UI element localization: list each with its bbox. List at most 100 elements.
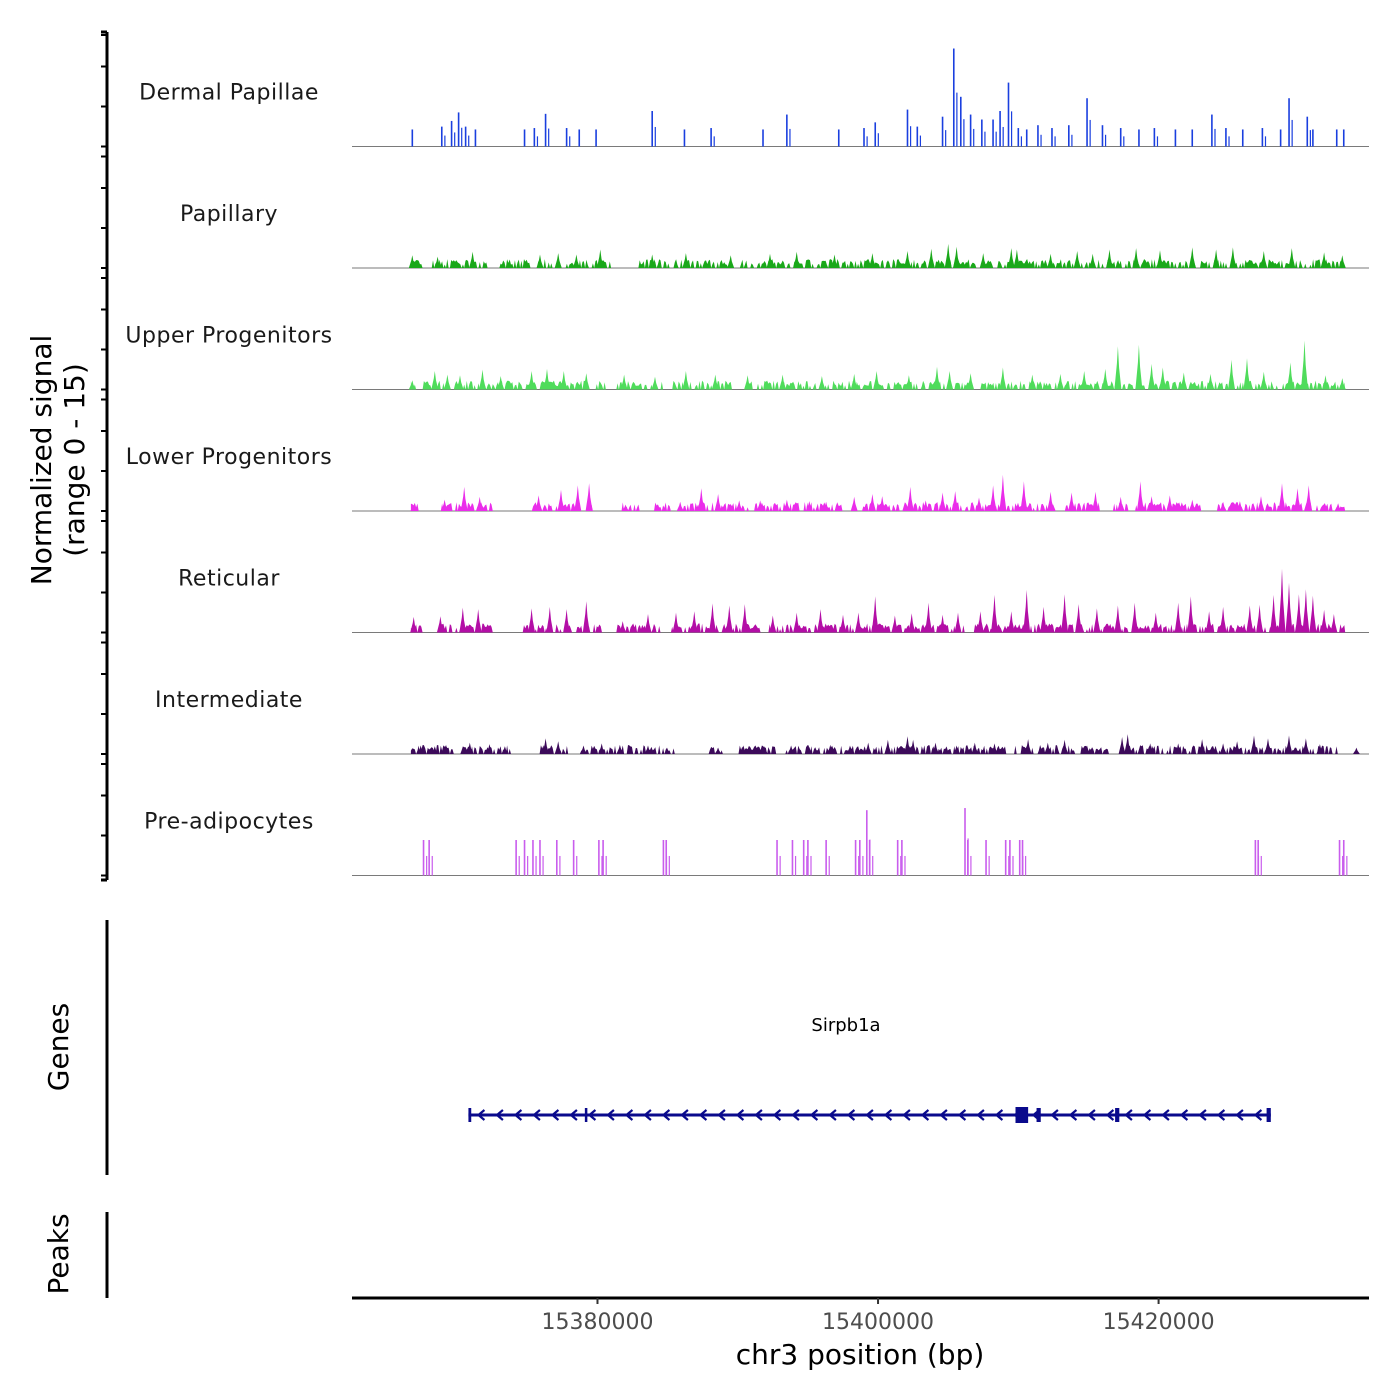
signal-peak: [713, 136, 715, 147]
signal-peak: [648, 254, 656, 268]
signal-peak: [436, 616, 444, 633]
signal-peak: [1080, 371, 1088, 390]
signal-peak: [535, 855, 537, 876]
strand-arrow: [1050, 1109, 1059, 1121]
signal-peak: [1250, 735, 1258, 754]
signal-peak: [572, 840, 575, 876]
signal-peak: [1148, 496, 1156, 511]
signal-peak: [560, 371, 568, 390]
signal-peak: [456, 375, 464, 390]
signal-peak: [457, 112, 460, 147]
strand-arrow: [513, 1109, 523, 1121]
signal-peak: [995, 131, 997, 147]
signal-peak: [474, 609, 482, 633]
signal-peak: [410, 504, 418, 511]
signal-peak: [1338, 378, 1346, 390]
signal-peak: [1040, 606, 1048, 633]
strand-arrow: [1161, 1109, 1170, 1121]
signal-peak: [601, 855, 603, 876]
strand-arrow: [809, 1109, 819, 1121]
signal-peak: [967, 840, 969, 876]
signal-peak: [1294, 488, 1301, 511]
signal-peak: [1008, 855, 1010, 876]
signal-peak: [1301, 340, 1308, 390]
signal-peak: [826, 744, 834, 754]
signal-peak: [981, 119, 983, 147]
signal-peak: [431, 855, 433, 876]
signal-peak: [1012, 855, 1014, 876]
signal-peak: [1101, 368, 1109, 390]
signal-peak: [1021, 840, 1024, 876]
signal-peak: [1352, 747, 1360, 754]
signal-peak: [1257, 840, 1259, 876]
track-reticular: Reticular: [178, 567, 1369, 633]
peaks-track-label: Peaks: [42, 1213, 75, 1294]
signal-peak: [1211, 114, 1213, 147]
signal-peak: [676, 501, 684, 511]
signal-peak: [417, 745, 425, 754]
signal-peak: [932, 742, 939, 754]
signal-peak: [1214, 128, 1216, 147]
signal-peak: [554, 253, 562, 268]
signal-peak: [1219, 743, 1227, 754]
track-pre-adipocytes: Pre-adipocytes: [144, 808, 1369, 876]
strand-arrow: [1179, 1109, 1189, 1121]
signal-peak: [582, 373, 590, 390]
signal-peak: [431, 746, 439, 754]
signal-peak: [878, 496, 886, 511]
signal-peak: [1131, 602, 1139, 633]
signal-peak: [440, 126, 443, 147]
exon: [1266, 1108, 1271, 1122]
signal-peak: [909, 739, 917, 754]
signal-peak: [709, 603, 716, 633]
signal-peak: [1025, 855, 1027, 876]
signal-peak: [644, 614, 652, 633]
signal-peak: [904, 855, 906, 876]
signal-peak: [1007, 611, 1015, 633]
signal-peak: [1291, 119, 1293, 147]
signal-peak: [953, 246, 961, 268]
signal-peak: [1338, 840, 1341, 876]
signal-peak: [466, 742, 474, 754]
signal-peak: [984, 131, 986, 147]
signal-peak: [807, 840, 809, 876]
signal-peak: [620, 374, 628, 390]
signal-peak: [469, 251, 477, 268]
signal-peak: [1260, 251, 1268, 268]
signal-peak: [1148, 363, 1156, 390]
strand-arrow: [791, 1109, 800, 1121]
signal-peak: [711, 374, 719, 390]
signal-peak: [1322, 375, 1329, 390]
signal-area: [410, 502, 1346, 511]
signal-peak: [459, 607, 467, 633]
signal-peak: [441, 499, 449, 511]
signal-peak: [945, 130, 947, 147]
signal-peak: [1009, 840, 1011, 876]
signal-peak: [523, 129, 526, 147]
signal-peak: [1342, 129, 1345, 147]
strand-arrow: [828, 1109, 837, 1121]
signal-peak: [1174, 129, 1177, 147]
signal-peak: [846, 745, 854, 754]
signal-peak: [1312, 129, 1314, 147]
signal-peak: [1191, 129, 1194, 147]
signal-peak: [1346, 855, 1348, 876]
signal-peak: [1295, 594, 1303, 633]
signal-peak: [1342, 855, 1344, 876]
signal-peak: [1156, 250, 1164, 268]
strand-arrow: [735, 1109, 745, 1121]
signal-peak: [1279, 129, 1282, 147]
signal-peak: [1068, 492, 1076, 511]
signal-peak: [443, 374, 451, 390]
signal-peak: [1198, 739, 1206, 754]
signal-peak: [873, 371, 881, 390]
signal-peak: [1246, 605, 1254, 633]
signal-peak: [805, 501, 813, 511]
strand-arrow: [1124, 1109, 1133, 1121]
signal-peak: [1092, 491, 1099, 511]
signal-peak: [1075, 604, 1083, 633]
track-papillary: Papillary: [180, 202, 1369, 269]
signal-peak: [854, 612, 862, 633]
signal-peak: [576, 855, 578, 876]
signal-peak: [793, 612, 801, 633]
